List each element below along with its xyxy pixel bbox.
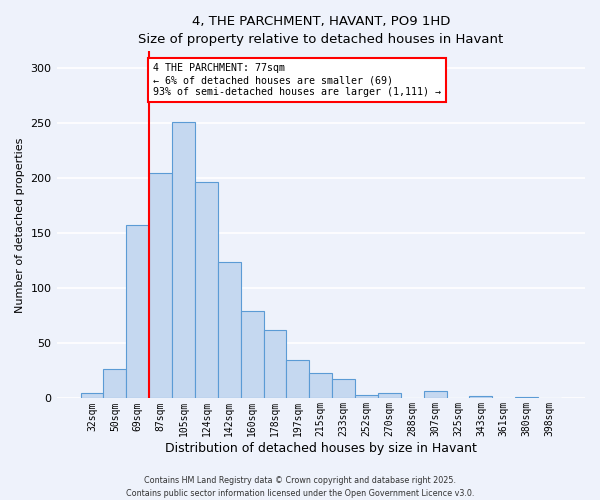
Text: Contains HM Land Registry data © Crown copyright and database right 2025.
Contai: Contains HM Land Registry data © Crown c… xyxy=(126,476,474,498)
Title: 4, THE PARCHMENT, HAVANT, PO9 1HD
Size of property relative to detached houses i: 4, THE PARCHMENT, HAVANT, PO9 1HD Size o… xyxy=(138,15,503,46)
Bar xyxy=(218,262,241,398)
Y-axis label: Number of detached properties: Number of detached properties xyxy=(15,137,25,312)
Bar xyxy=(332,378,355,398)
Bar xyxy=(127,226,149,398)
Text: 4 THE PARCHMENT: 77sqm
← 6% of detached houses are smaller (69)
93% of semi-deta: 4 THE PARCHMENT: 77sqm ← 6% of detached … xyxy=(152,64,440,96)
Bar xyxy=(172,122,195,398)
Bar xyxy=(355,395,378,398)
Bar xyxy=(263,330,286,398)
Bar xyxy=(469,396,493,398)
Bar xyxy=(149,172,172,398)
Bar xyxy=(378,393,401,398)
Bar xyxy=(310,373,332,398)
Bar xyxy=(424,390,446,398)
Bar xyxy=(103,368,127,398)
Bar xyxy=(195,182,218,398)
Bar xyxy=(286,360,310,399)
Bar xyxy=(80,393,103,398)
X-axis label: Distribution of detached houses by size in Havant: Distribution of detached houses by size … xyxy=(165,442,477,455)
Bar xyxy=(241,312,263,398)
